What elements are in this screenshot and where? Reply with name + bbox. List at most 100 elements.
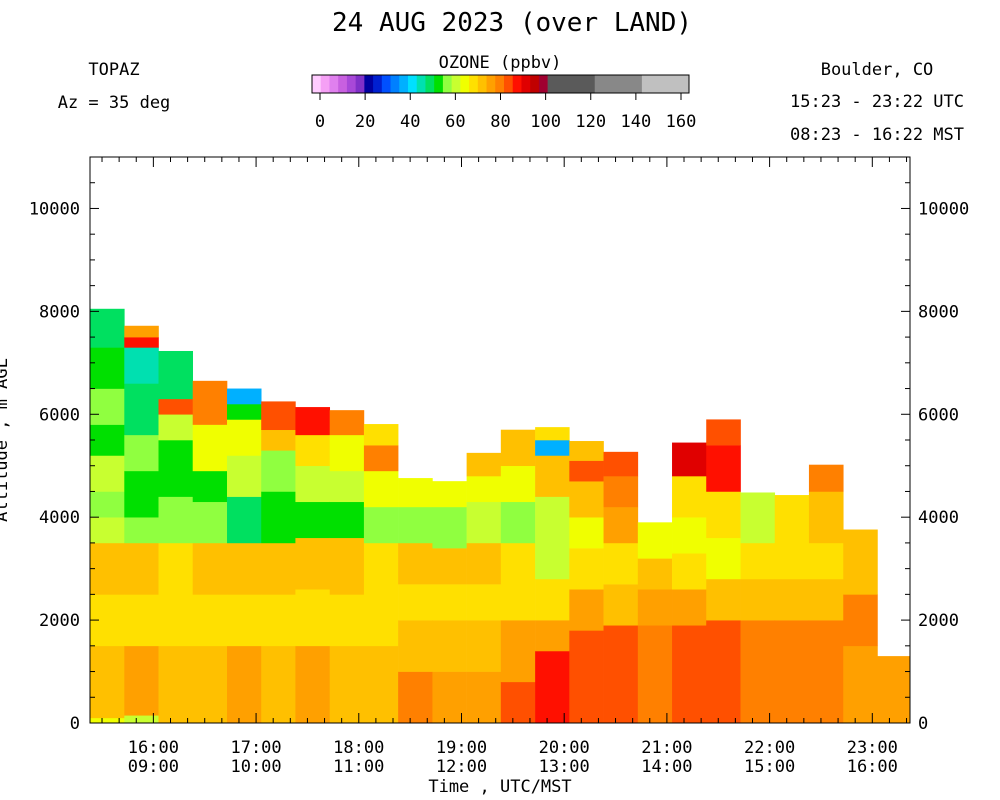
- heatmap-cell: [500, 465, 536, 503]
- heatmap-cell: [295, 434, 331, 467]
- colorbar-swatch: [381, 75, 392, 93]
- heatmap-cell: [295, 465, 331, 503]
- y-tick-label-right: 2000: [918, 611, 959, 631]
- heatmap-cell: [329, 594, 365, 647]
- y-tick-label-right: 6000: [918, 405, 959, 425]
- heatmap-cell: [432, 548, 467, 585]
- heatmap-cell: [843, 529, 878, 595]
- heatmap-cell: [158, 645, 194, 724]
- x-tick-label-mst: 16:00: [847, 757, 898, 777]
- heatmap-cell: [706, 578, 741, 621]
- x-tick-label-utc: 16:00: [128, 738, 179, 758]
- heatmap-cell: [672, 625, 707, 724]
- heatmap-cell: [124, 594, 159, 647]
- colorbar-swatch: [486, 75, 496, 93]
- heatmap-cell: [363, 470, 399, 508]
- colorbar-swatch: [451, 75, 461, 93]
- heatmap-cell: [90, 347, 125, 389]
- heatmap-cell: [363, 645, 399, 724]
- heatmap-cell: [124, 337, 159, 348]
- heatmap-cell: [192, 542, 228, 595]
- y-axis-label: Altitude , m AGL: [0, 358, 12, 522]
- y-tick-label-left: 4000: [39, 508, 80, 528]
- mst-range-label: 08:23 - 16:22 MST: [790, 125, 964, 145]
- heatmap-cell: [261, 429, 296, 451]
- heatmap-cell: [295, 501, 331, 539]
- x-tick-label-utc: 21:00: [641, 738, 692, 758]
- heatmap-cell: [90, 424, 125, 456]
- heatmap-cell: [329, 410, 365, 436]
- heatmap-cell: [569, 517, 604, 549]
- heatmap-cell: [500, 578, 536, 621]
- utc-range-label: 15:23 - 23:22 UTC: [790, 92, 964, 112]
- heatmap-cell: [124, 645, 159, 716]
- heatmap-cell: [227, 388, 262, 405]
- heatmap-cell: [398, 584, 433, 621]
- heatmap-cell: [90, 645, 125, 719]
- heatmap-cell: [124, 470, 159, 518]
- y-tick-label-left: 8000: [39, 302, 80, 322]
- heatmap-cell: [500, 542, 536, 580]
- heatmap-cell: [158, 414, 194, 441]
- heatmap-cell: [124, 325, 159, 338]
- heatmap-cell: [192, 645, 228, 724]
- heatmap-cell: [706, 445, 741, 492]
- heatmap-cell: [774, 620, 810, 724]
- heatmap-cell: [90, 491, 125, 518]
- heatmap-cell: [672, 476, 707, 518]
- colorbar-swatch: [503, 75, 514, 93]
- heatmap-cell: [158, 398, 194, 415]
- colorbar-swatch: [495, 75, 505, 93]
- colorbar-swatch: [538, 75, 549, 93]
- x-tick-label-mst: 12:00: [436, 757, 487, 777]
- x-tick-label-mst: 15:00: [744, 757, 795, 777]
- location-label: Boulder, CO: [821, 60, 934, 80]
- heatmap-cell: [398, 542, 433, 585]
- heatmap-cell: [637, 522, 673, 559]
- x-tick-label-mst: 13:00: [539, 757, 590, 777]
- heatmap-cell: [295, 407, 331, 436]
- heatmap-cell: [706, 537, 741, 580]
- azimuth-label: Az = 35 deg: [58, 93, 171, 113]
- colorbar-tick-label: 100: [530, 112, 561, 132]
- x-tick-label-utc: 17:00: [230, 738, 281, 758]
- colorbar-swatch: [399, 75, 409, 93]
- heatmap-cell: [261, 645, 296, 724]
- heatmap-cell: [774, 495, 810, 544]
- chart-title: 24 AUG 2023 (over LAND): [332, 8, 692, 38]
- y-tick-label-left: 10000: [29, 199, 80, 219]
- heatmap-cell: [295, 645, 331, 724]
- heatmap-cell: [466, 584, 502, 621]
- colorbar-tick-label: 140: [621, 112, 652, 132]
- colorbar-swatch: [521, 75, 531, 93]
- heatmap-cell: [569, 441, 604, 461]
- heatmap-cell: [672, 442, 707, 477]
- heatmap-cell: [329, 501, 365, 539]
- heatmap-cell: [227, 645, 262, 724]
- heatmap-cell: [569, 460, 604, 482]
- heatmap-cell: [261, 542, 296, 595]
- plot-area: [90, 308, 911, 724]
- y-tick-label-right: 8000: [918, 302, 959, 322]
- heatmap-cell: [261, 491, 296, 544]
- heatmap-cell: [227, 403, 262, 420]
- colorbar-swatch: [547, 75, 596, 93]
- heatmap-cell: [432, 584, 467, 621]
- heatmap-cell: [329, 537, 365, 595]
- heatmap-cell: [329, 645, 365, 724]
- heatmap-cell: [363, 542, 399, 590]
- heatmap-cell: [261, 401, 296, 431]
- heatmap-cell: [90, 517, 125, 544]
- heatmap-cell: [637, 558, 673, 590]
- colorbar-swatch: [320, 75, 330, 93]
- x-tick-label-utc: 20:00: [539, 738, 590, 758]
- colorbar-tick-label: 0: [315, 112, 325, 132]
- heatmap-cell: [740, 492, 776, 544]
- heatmap-cell: [192, 594, 228, 647]
- heatmap-cell: [261, 594, 296, 647]
- colorbar-swatch: [407, 75, 418, 93]
- heatmap-cell: [192, 380, 228, 425]
- x-tick-label-utc: 18:00: [333, 738, 384, 758]
- x-tick-label-utc: 22:00: [744, 738, 795, 758]
- colorbar-swatch: [329, 75, 339, 93]
